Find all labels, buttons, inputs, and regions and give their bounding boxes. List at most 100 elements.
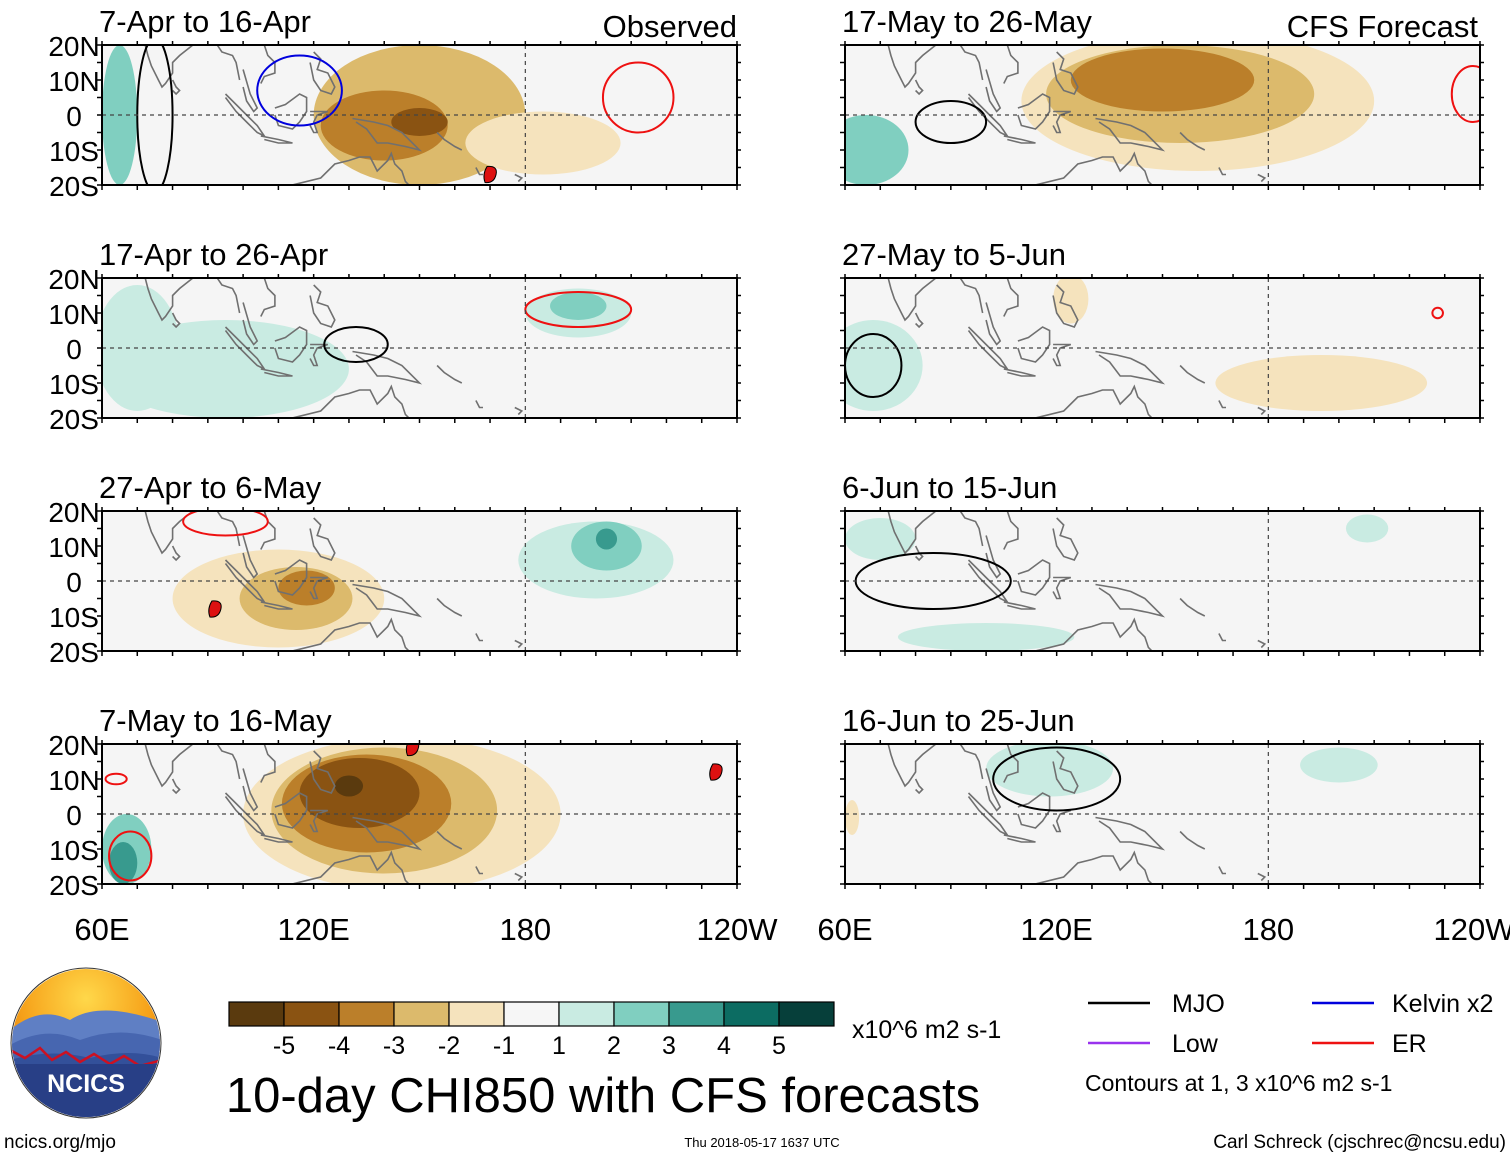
panel-period-label: 7-Apr to 16-Apr [99,4,311,39]
y-tick-label: 10S [49,835,99,866]
panel-period-label: 17-May to 26-May [842,4,1092,39]
x-tick-label: 120W [697,912,779,947]
mjo-contour [992,746,1122,812]
cyclone-icon [483,165,497,184]
colorbar-swatch [558,1001,615,1027]
legend-low-label: Low [1172,1030,1219,1058]
coastline [475,633,483,642]
coastline [352,350,423,385]
x-tick-label: 120E [1020,912,1092,947]
colorbar-swatch [448,1001,505,1027]
coastline [144,278,195,322]
coastline [887,511,938,555]
colorbar-tick-label: 3 [662,1032,676,1060]
y-tick-label: 20S [49,870,99,901]
footer-center: Thu 2018-05-17 1637 UTC [684,1135,839,1150]
anomaly-region-2 [1345,514,1389,543]
panel-period-label: 16-Jun to 25-Jun [842,703,1075,738]
colorbar-tick-label: -4 [328,1032,350,1060]
coastline [1257,406,1267,416]
y-tick-label: 10S [49,369,99,400]
x-tick-label: 120W [1434,912,1510,947]
coastline [274,792,308,829]
panel-fc-2: 27-May to 5-Jun [840,237,1484,423]
legend-mjo-label: MJO [1172,990,1225,1018]
coastline [216,45,241,81]
anomaly-region-1 [320,90,448,161]
coastline [436,131,463,151]
colorbar-tick-label: -1 [493,1032,515,1060]
colorbar-tick-label: -5 [273,1032,295,1060]
coastline [260,744,276,783]
coastline [985,535,1002,579]
colorbar-tick-label: 1 [552,1032,566,1060]
y-tick-label: 0 [66,101,82,132]
anomaly-region-3 [550,292,607,320]
coastline [514,406,524,416]
coastline [352,816,423,851]
er-contour [104,772,128,786]
panel-period-label: 17-Apr to 26-Apr [99,237,328,272]
coastline [144,511,195,555]
coastline [514,639,524,649]
coastline [1218,866,1226,875]
panel-period-label: 7-May to 16-May [99,703,332,738]
mjo-contour [914,100,988,144]
colorbar-tick-label: 4 [717,1032,731,1060]
coastline [914,778,924,795]
coastline [1052,343,1072,367]
coastline [216,278,241,314]
panel-period-label: 6-Jun to 15-Jun [842,470,1057,505]
colorbar-units: x10^6 m2 s-1 [852,1016,1001,1044]
x-tick-label: 180 [499,912,551,947]
coastline [1052,110,1072,134]
coastline [1034,384,1154,418]
coastline [436,830,463,850]
coastline [1003,511,1019,550]
coastline [1218,167,1226,176]
coastline [309,343,329,367]
colorbar-swatch [613,1001,670,1027]
er-contour [108,830,153,882]
observed-label: Observed [603,9,737,44]
coastline [914,79,924,96]
forecast-label: CFS Forecast [1287,9,1479,44]
coastline [309,110,329,134]
coastline [309,51,336,95]
coastline [1095,583,1166,618]
coastline [1179,597,1206,617]
colorbar-swatch [283,1001,340,1027]
anomaly-region-3 [465,111,621,175]
colorbar-swatch [338,1001,395,1027]
coastline [171,545,181,562]
coastline [959,45,984,81]
colorbar-tick-label: -2 [438,1032,460,1060]
panel-fc-3: 6-Jun to 15-Jun [840,470,1484,656]
cyclone-icon [208,600,222,618]
coastline [436,597,463,617]
y-tick-label: 10N [48,765,99,796]
coastline [1034,151,1154,185]
coastline [475,167,483,176]
panel-period-label: 27-May to 5-Jun [842,237,1066,272]
coastline [985,69,1002,113]
coastline [1095,117,1166,152]
coastline [1257,173,1267,183]
legend-kelvin-label: Kelvin x2 [1392,990,1493,1018]
coastline [1003,368,1036,377]
legend: MJO Kelvin x2 Low ER Contours at 1, 3 x1… [1085,990,1493,1096]
coastline [1095,816,1166,851]
coastline [291,850,411,884]
anomaly-region-0 [897,623,1075,651]
mjo-contour [323,326,389,363]
coastline [514,173,524,183]
coastline [242,302,259,346]
figure-title: 10-day CHI850 with CFS forecasts [226,1069,980,1123]
coastline [274,326,308,363]
y-tick-label: 20S [49,171,99,202]
colorbar-tick-label: 2 [607,1032,621,1060]
cyclone-icon [405,744,420,757]
y-tick-label: 10N [48,299,99,330]
anomaly-region-0 [1215,355,1428,411]
coastline [309,809,329,833]
